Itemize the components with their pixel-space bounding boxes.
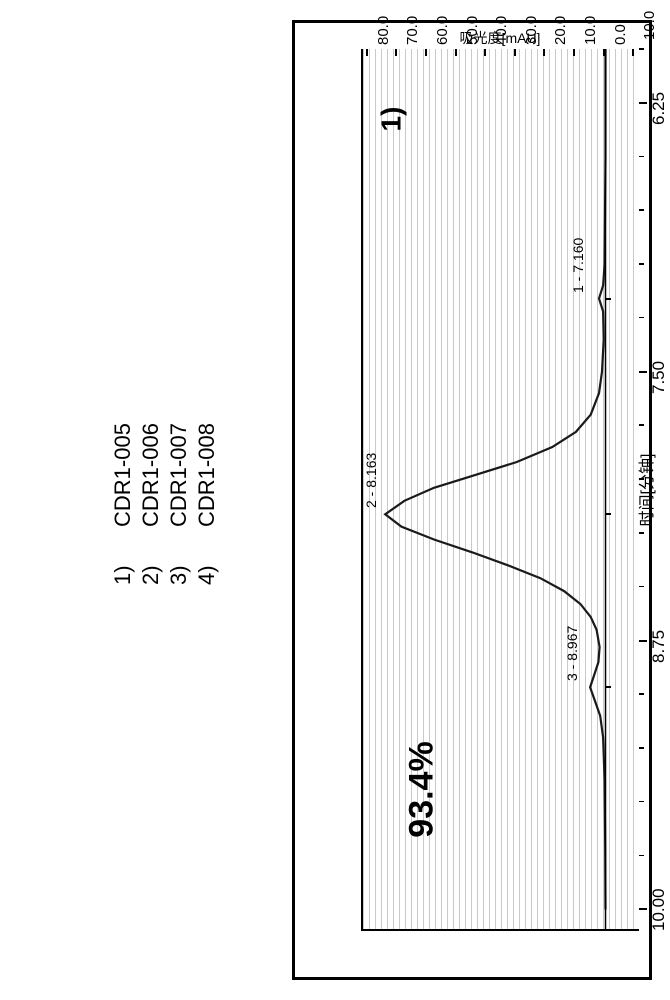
- y-tick-mark: [395, 49, 397, 56]
- x-minor-tick: [639, 317, 644, 319]
- legend-row: 1) CDR1-005: [110, 423, 136, 585]
- y-tick-label: 20.0: [552, 16, 569, 45]
- y-tick-label: 80.0: [375, 16, 392, 45]
- legend-index: 4): [194, 559, 220, 585]
- peak-tick: [605, 513, 611, 515]
- y-tick-mark: [455, 49, 457, 56]
- x-minor-tick: [639, 156, 644, 158]
- y-tick-mark: [425, 49, 427, 56]
- legend-label: CDR1-006: [138, 423, 164, 527]
- y-tick-mark: [484, 49, 486, 56]
- x-minor-tick: [639, 532, 644, 534]
- y-tick-mark: [603, 49, 605, 56]
- x-tick-mark: [639, 371, 647, 373]
- x-minor-tick: [639, 693, 644, 695]
- x-minor-tick: [639, 747, 644, 749]
- page-root: { "legend": { "items": [ { "idx": "1)", …: [0, 0, 670, 1000]
- y-axis-title: 吸光度[mAU]: [460, 28, 541, 48]
- legend-label: CDR1-005: [110, 423, 136, 527]
- peak-tick: [605, 686, 611, 688]
- x-axis-title: 时间[分钟]: [633, 454, 657, 527]
- chart-frame: 1 - 7.1602 - 8.1633 - 8.967 -10.00.010.0…: [292, 20, 652, 980]
- peak-annotation: 3 - 8.967: [564, 626, 580, 681]
- x-minor-tick: [639, 48, 644, 50]
- x-tick-mark: [639, 908, 647, 910]
- y-tick-mark: [573, 49, 575, 56]
- peak-tick: [605, 298, 611, 300]
- x-minor-tick: [639, 263, 644, 265]
- x-tick-mark: [639, 640, 647, 642]
- x-tick-label: 10.00: [649, 889, 669, 932]
- x-minor-tick: [639, 586, 644, 588]
- panel-label: 1): [375, 106, 407, 131]
- x-tick-mark: [639, 102, 647, 104]
- y-tick-label: -10.0: [641, 11, 658, 45]
- y-tick-mark: [543, 49, 545, 56]
- legend-row: 3) CDR1-007: [166, 423, 192, 585]
- x-minor-tick: [639, 855, 644, 857]
- legend-index: 2): [138, 559, 164, 585]
- legend-label: CDR1-007: [166, 423, 192, 527]
- x-minor-tick: [639, 209, 644, 211]
- chromatogram-chart: 1 - 7.1602 - 8.1633 - 8.967 -10.00.010.0…: [292, 20, 652, 980]
- peak-annotation: 1 - 7.160: [570, 237, 586, 292]
- purity-label: 93.4%: [403, 729, 442, 849]
- y-tick-mark: [514, 49, 516, 56]
- y-tick-label: 10.0: [582, 16, 599, 45]
- y-tick-mark: [366, 49, 368, 56]
- legend-row: 2) CDR1-006: [138, 423, 164, 585]
- legend-index: 3): [166, 559, 192, 585]
- x-tick-label: 6.25: [649, 92, 669, 125]
- y-tick-label: 70.0: [404, 16, 421, 45]
- x-tick-label: 7.50: [649, 361, 669, 394]
- legend-row: 4) CDR1-008: [194, 423, 220, 585]
- x-minor-tick: [639, 801, 644, 803]
- legend-index: 1): [110, 559, 136, 585]
- y-tick-label: 0.0: [612, 24, 629, 45]
- legend-label: CDR1-008: [194, 423, 220, 527]
- x-tick-label: 8.75: [649, 629, 669, 662]
- legend: 1) CDR1-005 2) CDR1-006 3) CDR1-007 4) C…: [110, 423, 222, 585]
- y-tick-label: 60.0: [434, 16, 451, 45]
- peak-annotation: 2 - 8.163: [363, 453, 379, 508]
- x-minor-tick: [639, 424, 644, 426]
- y-tick-mark: [632, 49, 634, 56]
